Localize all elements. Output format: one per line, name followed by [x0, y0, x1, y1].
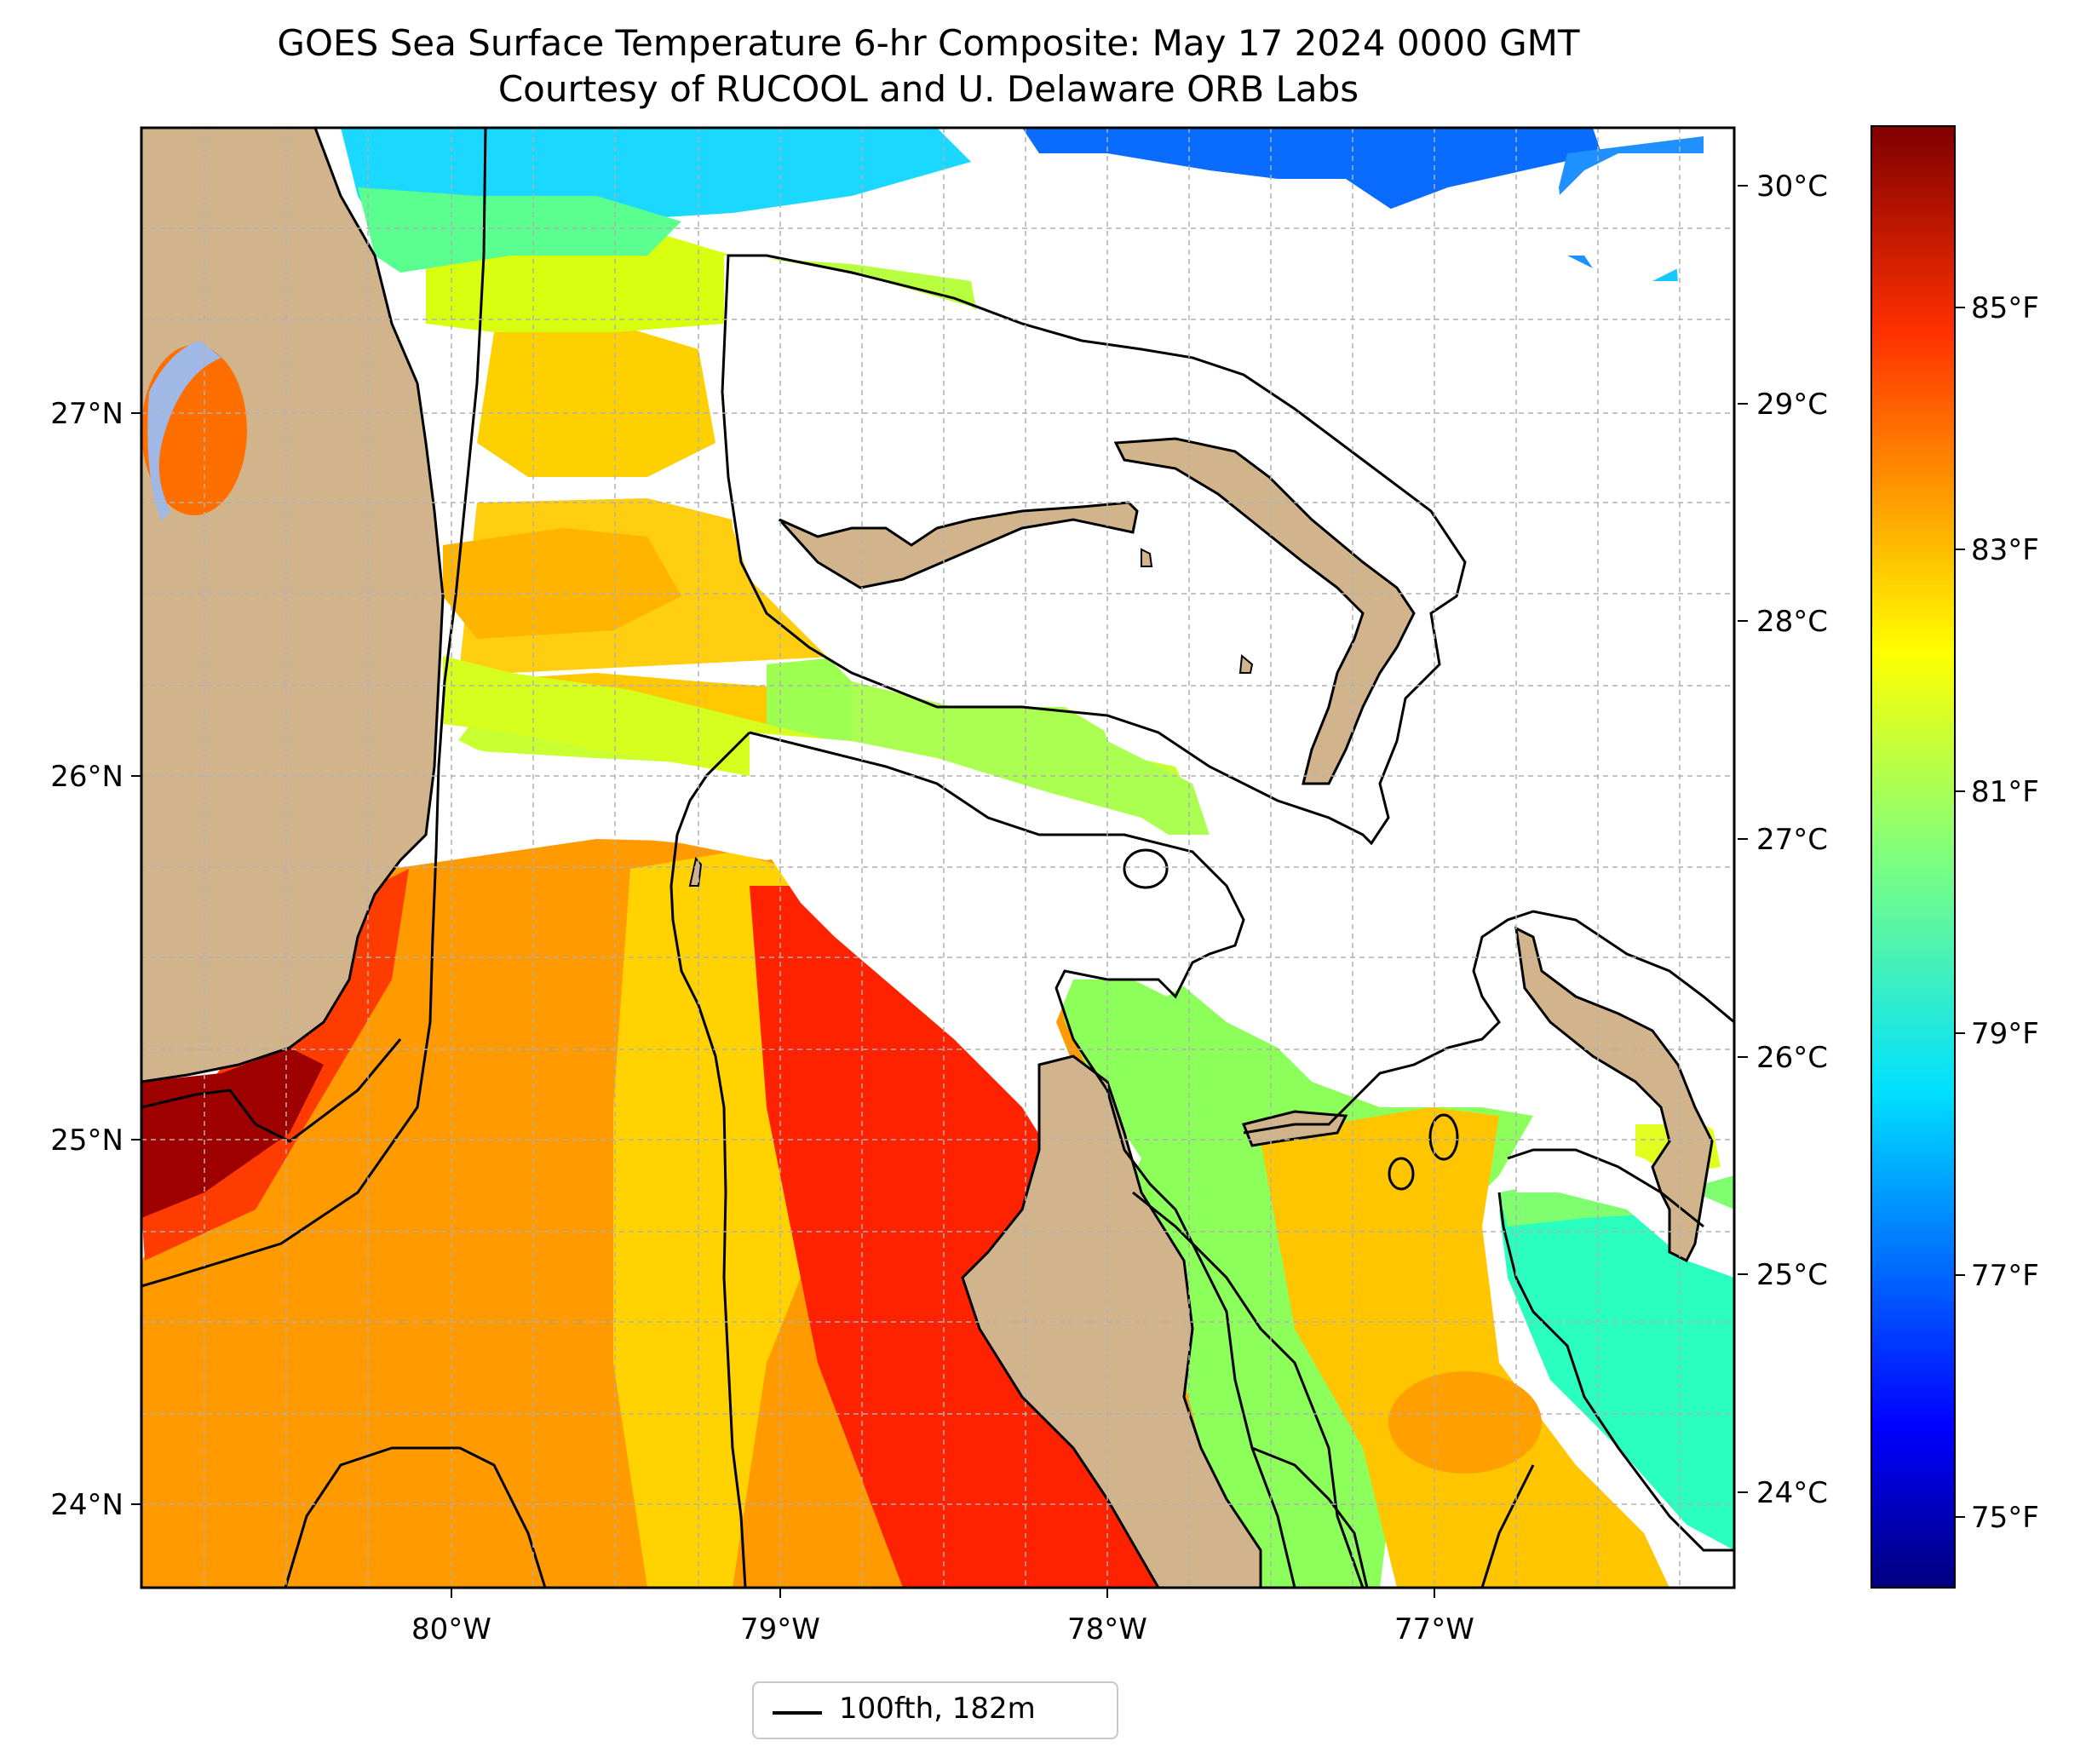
map-frame — [140, 126, 1736, 1589]
y-tick-label: 24°N — [50, 1488, 124, 1522]
fahrenheit-ticks — [1955, 307, 1965, 1518]
map-area — [141, 128, 1734, 1588]
fahrenheit-tick-label: 75°F — [1971, 1501, 2039, 1535]
sst-cyan-east — [1499, 1192, 1734, 1550]
colorbar — [1871, 125, 1956, 1589]
y-tick-label: 26°N — [50, 760, 124, 794]
eleuthera-land — [1514, 926, 1714, 1263]
map-subtitle: Courtesy of RUCOOL and U. Delaware ORB L… — [497, 68, 1359, 110]
fahrenheit-tick-label: 83°F — [1971, 533, 2039, 567]
little-bahama-bank — [724, 256, 1465, 835]
fahrenheit-tick-label: 77°F — [1971, 1259, 2039, 1293]
y-tick-label: 25°N — [50, 1123, 124, 1158]
y-tick-label: 27°N — [50, 397, 124, 431]
celsius-ticks — [1738, 185, 1748, 1493]
x-axis-ticks — [451, 1588, 1435, 1598]
sst-orange-blob-east — [1388, 1371, 1542, 1474]
celsius-tick-label: 30°C — [1756, 170, 1828, 204]
y-axis-ticks — [131, 412, 141, 1505]
sst-darkred-patch — [141, 1048, 324, 1218]
legend: 100fth, 182m — [752, 1681, 1118, 1739]
fahrenheit-tick-label: 79°F — [1971, 1017, 2039, 1051]
celsius-tick-label: 25°C — [1756, 1258, 1828, 1292]
sst-upper-yellow — [477, 324, 715, 477]
abaco-land — [1113, 437, 1416, 785]
gridlines — [141, 128, 1734, 1588]
celsius-tick-label: 24°C — [1756, 1476, 1828, 1510]
x-tick-label: 77°W — [1394, 1612, 1474, 1646]
celsius-tick-label: 27°C — [1756, 823, 1828, 857]
sst-band-orange-west — [443, 528, 681, 639]
legend-line-swatch — [773, 1711, 822, 1715]
map-title: GOES Sea Surface Temperature 6-hr Compos… — [277, 22, 1580, 64]
sst-orange-east — [1261, 1107, 1669, 1588]
celsius-tick-label: 29°C — [1756, 388, 1828, 422]
legend-label: 100fth, 182m — [839, 1692, 1036, 1726]
x-tick-label: 78°W — [1067, 1612, 1147, 1646]
new-providence-land — [1241, 1110, 1348, 1147]
celsius-tick-label: 26°C — [1756, 1041, 1828, 1075]
x-tick-label: 79°W — [740, 1612, 820, 1646]
fahrenheit-tick-label: 85°F — [1971, 291, 2039, 325]
fahrenheit-tick-label: 81°F — [1971, 775, 2039, 809]
great-bahama-bank — [750, 733, 1252, 1192]
sst-north-green — [358, 187, 681, 273]
x-tick-label: 80°W — [411, 1612, 491, 1646]
celsius-tick-label: 28°C — [1756, 605, 1828, 639]
